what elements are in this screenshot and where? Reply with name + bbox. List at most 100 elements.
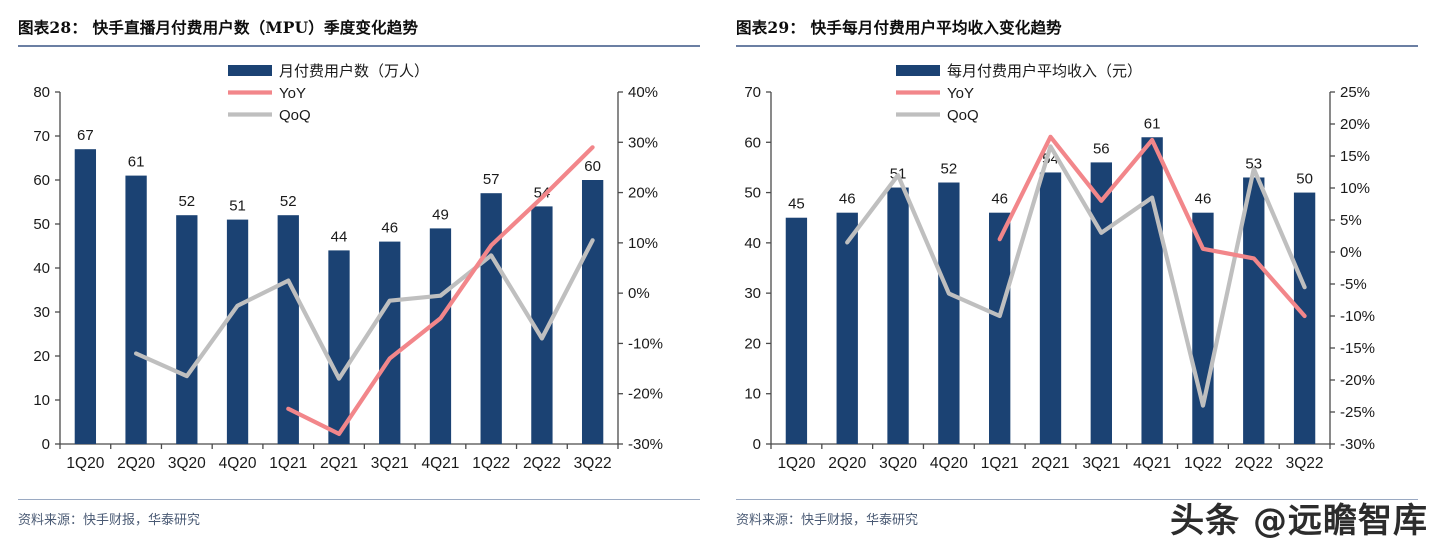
bar [836, 212, 858, 444]
source-note: 资料来源：快手财报，华泰研究 [736, 513, 919, 528]
bar-value-label: 61 [128, 154, 145, 171]
x-axis-tick-label: 1Q22 [472, 455, 510, 472]
bar-value-label: 46 [991, 191, 1008, 208]
y2-axis-tick-label: 0% [628, 285, 650, 302]
legend-label: YoY [279, 85, 306, 102]
x-axis-tick-label: 1Q21 [981, 455, 1019, 472]
y-axis-tick-label: 30 [33, 304, 50, 321]
y2-axis-tick-label: -10% [1340, 308, 1375, 325]
title-divider [18, 45, 700, 47]
figure-28-panel: 图表28： 快手直播月付费用户数（MPU）季度变化趋势 0 10 20 30 40 50 6… [0, 18, 718, 528]
legend-label: QoQ [279, 107, 311, 124]
x-axis-tick-label: 2Q21 [320, 455, 358, 472]
bar [277, 215, 299, 444]
x-axis-tick-label: 4Q21 [421, 455, 459, 472]
chart-28: 0 10 20 30 40 50 60 70 80 -30% -20% -10% 0% 10% 20% 30%… [0, 52, 718, 472]
y-axis-tick-label: 50 [33, 216, 50, 233]
legend-swatch-bar [228, 65, 272, 76]
bar [938, 182, 960, 444]
y2-axis-tick-label: -20% [1340, 372, 1375, 389]
x-axis-tick-label: 3Q22 [1286, 455, 1324, 472]
x-axis-tick-label: 2Q21 [1032, 455, 1070, 472]
y2-axis-tick-label: -25% [1340, 404, 1375, 421]
x-axis-tick-label: 2Q22 [523, 455, 561, 472]
x-axis-tick-label: 1Q20 [66, 455, 104, 472]
x-axis-tick-label: 2Q20 [828, 455, 866, 472]
chart-28-svg: 0 10 20 30 40 50 60 70 80 -30% -20% -10% 0% 10% 20% 30%… [33, 62, 663, 472]
y-axis-tick-label: 60 [744, 134, 761, 151]
bar-value-label: 45 [788, 196, 805, 213]
bar-value-label: 56 [1093, 140, 1110, 157]
y2-axis-tick-label: 15% [1340, 148, 1370, 165]
bar [379, 241, 401, 444]
y-axis-tick-label: 80 [33, 84, 50, 101]
bar-value-label: 50 [1296, 171, 1313, 188]
bar-value-label: 52 [941, 161, 958, 178]
bar [581, 180, 604, 444]
y-axis-tick-label: 40 [744, 235, 761, 252]
y-axis-tick-label: 10 [33, 392, 50, 409]
x-axis-tick-label: 3Q21 [371, 455, 409, 472]
qoq-line [845, 144, 1307, 408]
title-divider [736, 45, 1418, 47]
bar-value-label: 51 [229, 198, 246, 215]
y2-axis-tick-label: -30% [1340, 436, 1375, 453]
bar [226, 219, 249, 444]
bar [480, 193, 502, 444]
y-axis-tick-label: 60 [33, 172, 50, 189]
x-axis-tick-label: 3Q20 [879, 455, 917, 472]
footer-divider [18, 499, 700, 500]
y-axis-tick-label: 10 [744, 386, 761, 403]
bar-value-label: 57 [483, 171, 500, 188]
y2-axis-tick-label: -20% [628, 386, 663, 403]
y-axis-tick-label: 50 [744, 185, 761, 202]
x-axis-tick-label: 4Q21 [1133, 455, 1171, 472]
bar-value-label: 46 [1195, 191, 1212, 208]
page-title: 图表28： 快手直播月付费用户数（MPU）季度变化趋势 [18, 18, 419, 37]
bar-value-label: 67 [77, 127, 94, 144]
legend-label: 每月付费用户平均收入（元） [947, 62, 1142, 80]
y-axis-tick-label: 20 [33, 348, 50, 365]
x-axis-tick-label: 4Q20 [219, 455, 257, 472]
x-axis-tick-label: 3Q20 [168, 455, 206, 472]
bar-value-label: 44 [331, 228, 348, 245]
x-axis-tick-label: 3Q21 [1082, 455, 1120, 472]
bar-value-label: 46 [839, 191, 856, 208]
bar [1243, 177, 1265, 444]
y2-axis-tick-label: -30% [628, 436, 663, 453]
y-axis-tick-label: 0 [753, 436, 761, 453]
footer-divider [736, 499, 1418, 500]
bar [531, 206, 553, 444]
x-axis-tick-label: 1Q21 [269, 455, 307, 472]
bar-value-label: 60 [584, 158, 601, 175]
page-title: 图表29： 快手每月付费用户平均收入变化趋势 [736, 18, 1062, 37]
bar [176, 215, 198, 444]
bar [1293, 192, 1316, 444]
bar-value-label: 53 [1245, 155, 1262, 172]
bar [328, 250, 350, 444]
bar-value-label: 54 [534, 184, 551, 201]
bar [887, 187, 909, 445]
bar [1090, 162, 1112, 444]
y2-axis-tick-label: 0% [1340, 244, 1362, 261]
y2-axis-tick-label: 10% [1340, 180, 1370, 197]
y-axis-tick-label: 70 [33, 128, 50, 145]
bar [1039, 172, 1062, 444]
y2-axis-tick-label: 10% [628, 235, 658, 252]
x-axis-tick-label: 3Q22 [574, 455, 612, 472]
y2-axis-tick-label: -10% [628, 335, 663, 352]
bar [125, 175, 147, 444]
bar [74, 149, 97, 444]
x-axis-tick-label: 2Q20 [117, 455, 155, 472]
chart-29-svg: 0 10 20 30 40 50 60 70 -30% -25% -20% -15% -10% -5% 0%… [744, 62, 1375, 472]
y2-axis-tick-label: 5% [1340, 212, 1362, 229]
y-axis-tick-label: 40 [33, 260, 50, 277]
bar-value-label: 52 [280, 193, 297, 210]
y2-axis-tick-label: 25% [1340, 84, 1370, 101]
y2-axis-tick-label: 40% [628, 84, 658, 101]
bar [785, 217, 808, 444]
x-axis-tick-label: 1Q22 [1184, 455, 1222, 472]
y-axis-tick-label: 30 [744, 285, 761, 302]
source-note: 资料来源：快手财报，华泰研究 [18, 513, 201, 528]
